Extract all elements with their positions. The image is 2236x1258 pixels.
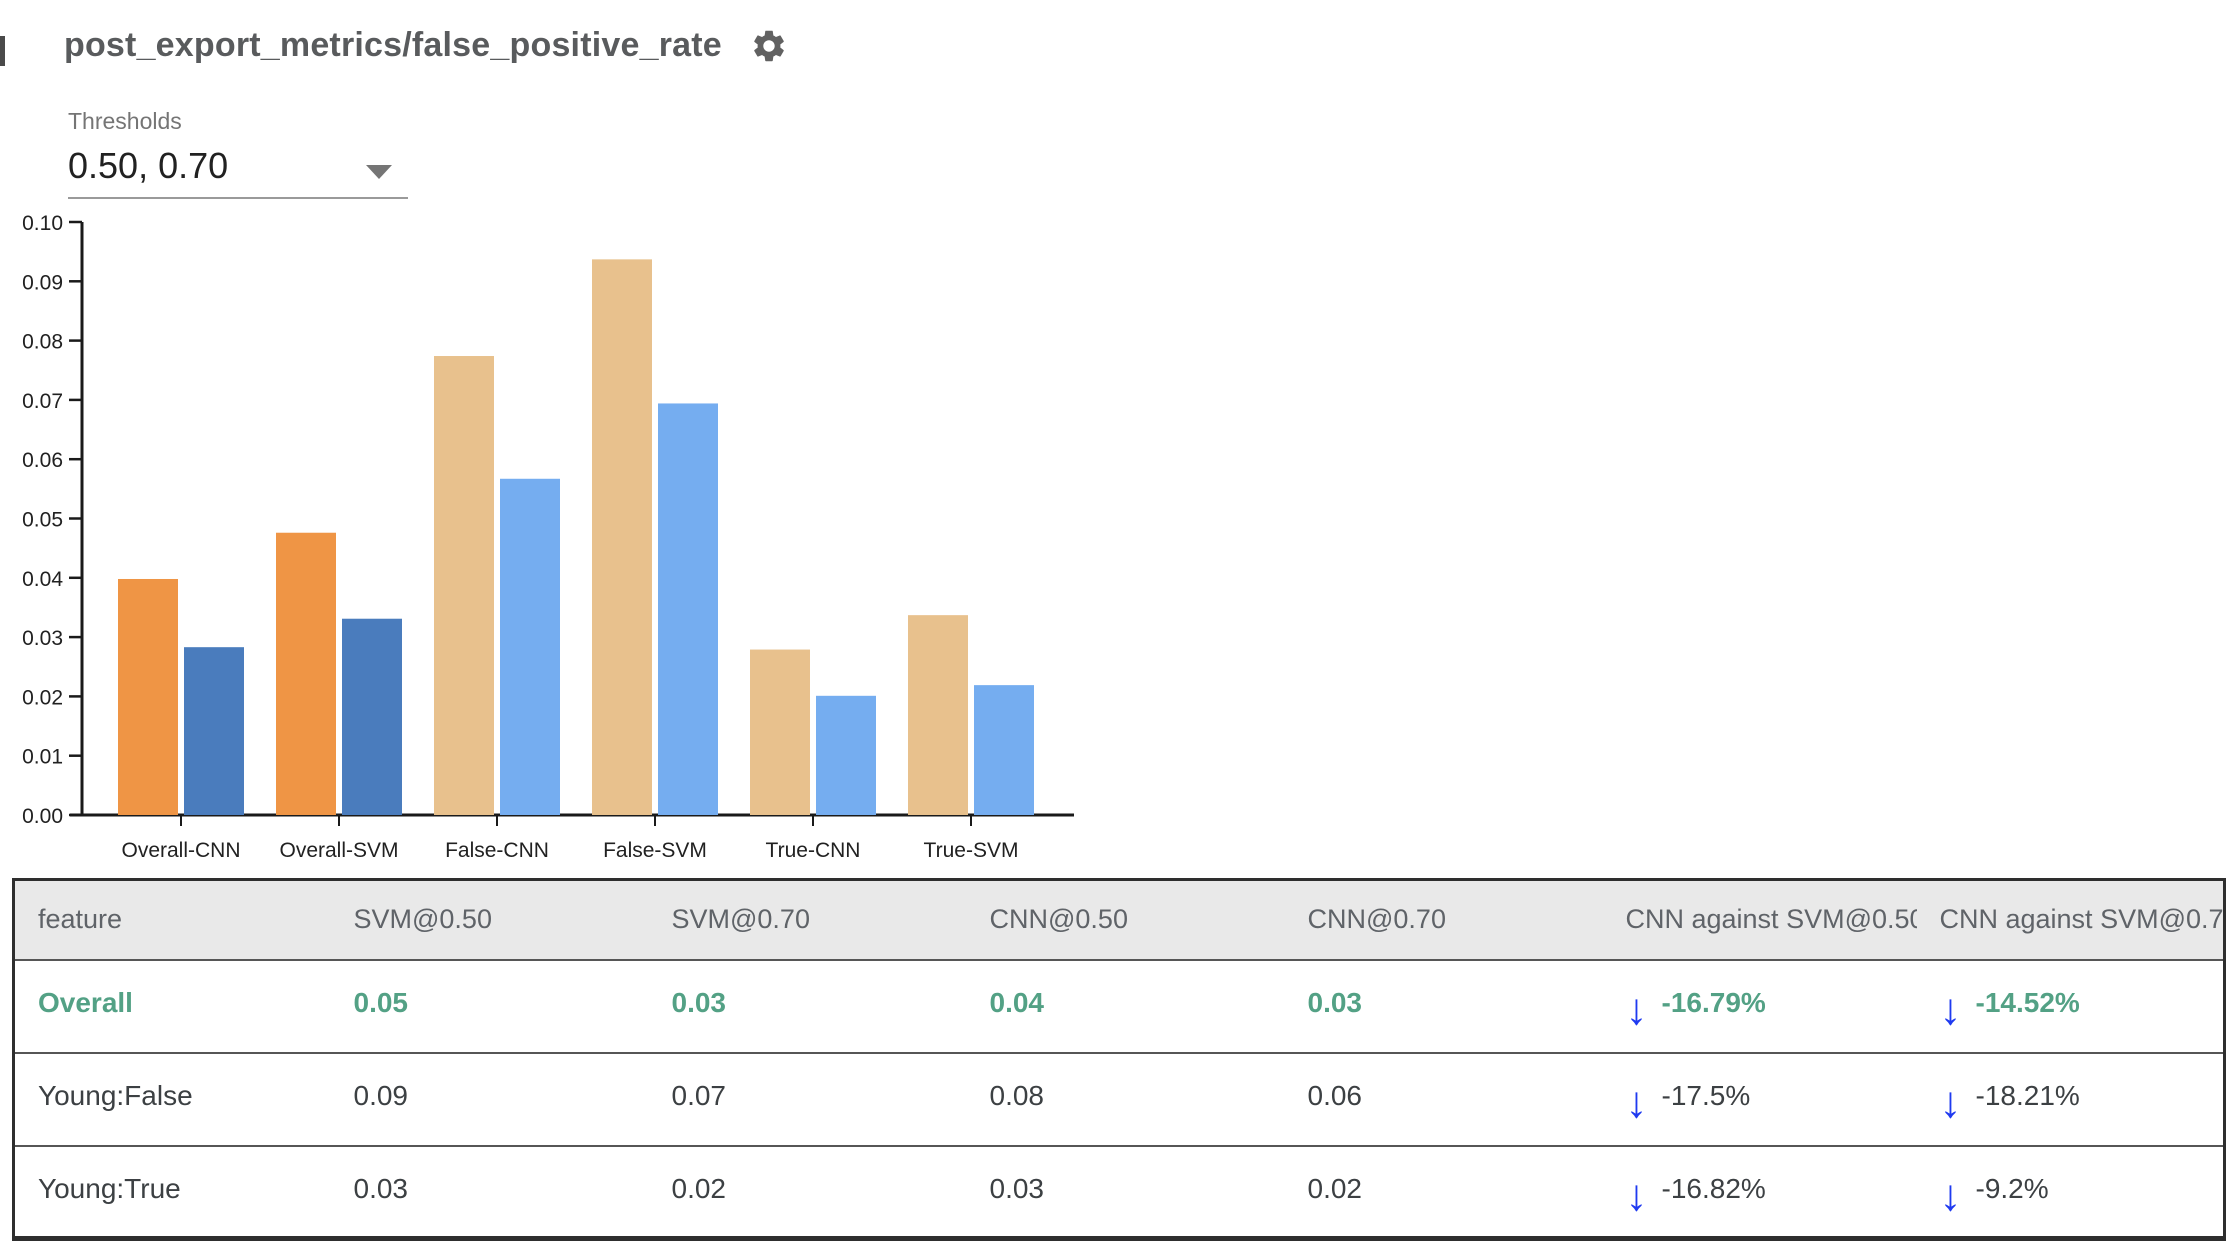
y-tick-label: 0.03 [22,627,63,650]
y-tick-label: 0.00 [22,805,63,828]
bar-False-CNN@0.50[interactable] [434,356,494,815]
metric-value-cell: 0.02 [671,1172,727,1204]
comparison-percent: -17.5% [1661,1079,1751,1111]
feature-cell: Overall [13,959,331,1054]
metric-value-cell: 0.07 [648,1052,967,1147]
metric-value-cell: 0.03 [648,959,967,1054]
feature-cell: Young:False [13,1052,331,1147]
comparison-cell: ↓ -16.79% [1602,959,1917,1054]
thresholds-label: Thresholds [68,108,182,134]
metric-value-cell: 0.02 [1307,1172,1363,1204]
y-tick-label: 0.01 [22,746,63,769]
metric-value-cell: 0.04 [966,959,1285,1054]
y-tick-label: 0.07 [22,390,63,413]
metric-value-cell: 0.03 [989,1172,1045,1204]
metric-value-cell: 0.06 [1284,1052,1603,1147]
bar-False-CNN@0.70[interactable] [500,478,560,815]
comparison-percent: -16.82% [1661,1172,1766,1204]
column-header-cnn-0-50: CNN@0.50 [966,879,1285,961]
y-tick-label: 0.09 [22,271,63,294]
y-tick-label: 0.08 [22,331,63,354]
bar-False-SVM@0.70[interactable] [658,403,718,815]
x-axis-label: False-CNN [445,839,549,862]
metric-header: post_export_metrics/false_positive_rate [64,26,788,65]
metrics-table: feature SVM@0.50 SVM@0.70 CNN@0.50 CNN@0.70 C… [12,878,2226,1241]
bar-Overall-SVM@0.50[interactable] [276,532,336,815]
x-axis-label: Overall-SVM [279,839,398,862]
metric-value-cell: 0.03 [353,1172,409,1204]
bar-True-CNN@0.70[interactable] [816,695,876,815]
metric-value-cell: 0.08 [966,1052,1285,1147]
window-edge-artifact [0,36,5,66]
y-tick-label: 0.02 [22,686,63,709]
chevron-down-icon [366,165,392,179]
table-row-young-false: Young:False 0.09 0.07 0.08 0.06 ↓ -17.5% ↓ -18.2… [13,1052,2225,1147]
comparison-percent: -16.79% [1661,986,1766,1018]
metrics-table-header: feature SVM@0.50 SVM@0.70 CNN@0.50 CNN@0.70 C… [13,879,2225,961]
bar-True-CNN@0.50[interactable] [750,649,810,815]
bar-False-SVM@0.50[interactable] [592,259,652,815]
comparison-cell: ↓ -9.2% [1939,1170,2049,1220]
x-axis-label: True-CNN [766,839,861,862]
bar-True-SVM@0.70[interactable] [974,685,1034,815]
column-header-cnn-against-svm-0-70: CNN against SVM@0.70 [1916,879,2225,961]
comparison-percent: -18.21% [1975,1079,2080,1111]
thresholds-select[interactable]: 0.50, 0.70 [68,139,408,199]
bar-True-SVM@0.50[interactable] [908,615,968,815]
metric-value-cell: 0.05 [330,959,649,1054]
column-header-feature: feature [13,879,331,961]
x-axis-label: True-SVM [924,839,1019,862]
y-tick-label: 0.06 [22,449,63,472]
settings-gear-icon[interactable] [750,27,788,65]
y-tick-label: 0.05 [22,509,63,532]
page-title: post_export_metrics/false_positive_rate [64,26,722,64]
column-header-svm-0-50: SVM@0.50 [330,879,649,961]
bar-Overall-CNN@0.50[interactable] [118,578,178,815]
metric-value-cell: 0.03 [1284,959,1603,1054]
comparison-percent: -14.52% [1975,986,2080,1018]
table-row-overall: Overall 0.05 0.03 0.04 0.03 ↓ -16.79% ↓ -14.52% [13,959,2225,1054]
x-axis-label: False-SVM [603,839,707,862]
comparison-cell: ↓ -18.21% [1916,1052,2225,1147]
metric-value-cell: 0.09 [330,1052,649,1147]
x-axis-label: Overall-CNN [121,839,240,862]
comparison-cell: ↓ -17.5% [1602,1052,1917,1147]
y-tick-label: 0.10 [22,212,63,235]
column-header-cnn-0-70: CNN@0.70 [1284,879,1603,961]
thresholds-selected-value: 0.50, 0.70 [68,145,229,186]
column-header-cnn-against-svm-0-50: CNN against SVM@0.50 [1602,879,1917,961]
comparison-cell: ↓ -14.52% [1916,959,2225,1054]
bar-Overall-CNN@0.70[interactable] [184,647,244,815]
comparison-percent: -9.2% [1975,1172,2049,1204]
y-tick-label: 0.04 [22,568,63,591]
column-header-svm-0-70: SVM@0.70 [648,879,967,961]
metrics-table-body: Overall 0.05 0.03 0.04 0.03 ↓ -16.79% ↓ -14.52% Y… [13,959,2225,1239]
bar-Overall-SVM@0.70[interactable] [342,618,402,815]
comparison-cell: ↓ -16.82% [1625,1170,1766,1220]
feature-cell: Young:True [38,1172,181,1204]
thresholds-control: Thresholds 0.50, 0.70 [68,108,408,199]
table-row-young-true: Young:True 0.03 0.02 0.03 0.02 ↓ -16.82% ↓ -9.2% [14,1146,2225,1239]
